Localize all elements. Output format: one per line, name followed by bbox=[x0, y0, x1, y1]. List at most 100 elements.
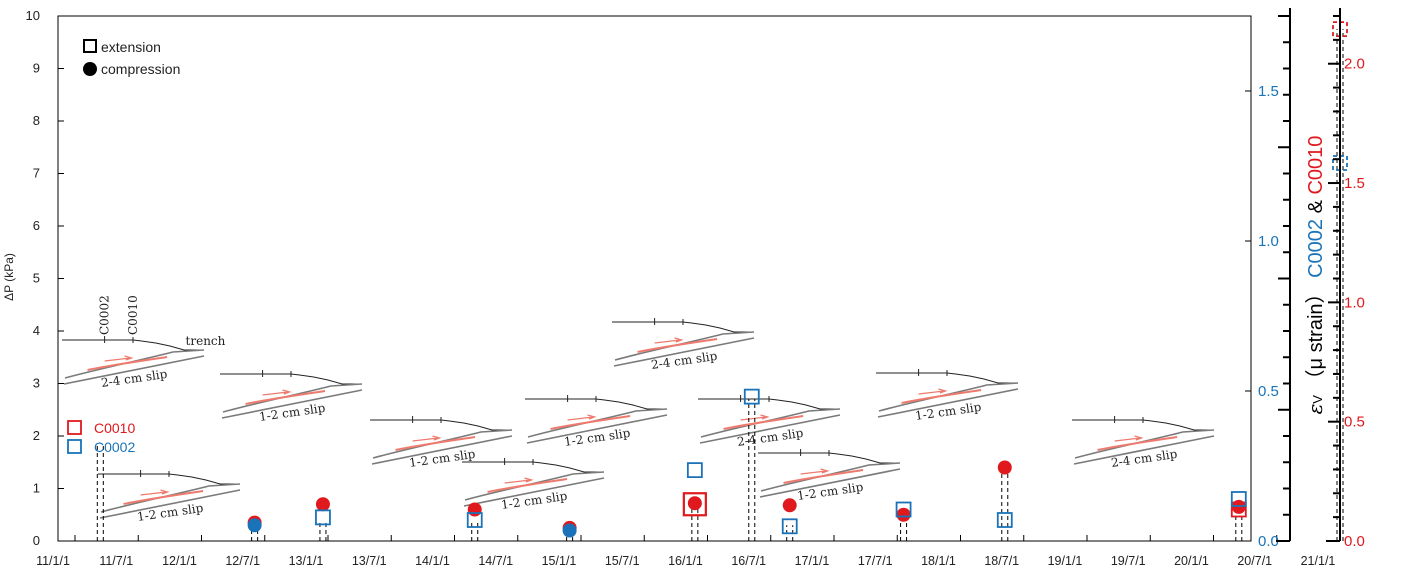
c0010-axis-tick-label: 0.5 bbox=[1344, 414, 1365, 431]
y-tick-label: 8 bbox=[33, 113, 40, 128]
compression-marker bbox=[782, 498, 797, 513]
c0002-axis-tick-label: 1.0 bbox=[1258, 233, 1279, 250]
plate-boundary-lower bbox=[699, 414, 841, 444]
slip-inset: 2-4 cm slip bbox=[612, 318, 755, 372]
station-label: C0002 bbox=[98, 295, 112, 335]
extension-marker bbox=[1230, 491, 1247, 507]
strain-axis-label: εV （μ strain） C0002 & C0010 bbox=[1303, 136, 1327, 415]
slip-arrow bbox=[654, 337, 684, 344]
slip-inset: 2-4 cm slip bbox=[698, 395, 841, 449]
slip-arrow bbox=[140, 489, 170, 496]
extension-marker bbox=[315, 509, 331, 526]
compression-marker bbox=[687, 496, 702, 511]
slip-patch bbox=[723, 415, 804, 430]
event-4 bbox=[562, 520, 577, 541]
trench-label: trench bbox=[186, 334, 226, 348]
slip-patch bbox=[487, 478, 568, 493]
event-6 bbox=[743, 388, 760, 541]
plate-boundary-lower bbox=[1073, 435, 1215, 465]
event-markers bbox=[96, 21, 1348, 541]
plate-boundary-lower bbox=[613, 337, 755, 367]
slip-patch bbox=[123, 490, 204, 505]
plate-boundary-lower bbox=[221, 389, 363, 419]
slip-arrow bbox=[504, 477, 534, 484]
slip-inset: 1-2 cm slip bbox=[462, 458, 605, 512]
slip-arrow bbox=[262, 389, 292, 396]
y-tick-label: 0 bbox=[33, 533, 40, 548]
event-10 bbox=[1230, 491, 1247, 541]
slip-patch bbox=[395, 436, 476, 451]
extension-marker bbox=[781, 518, 798, 535]
y-tick-label: 5 bbox=[33, 271, 40, 286]
plot-frame bbox=[57, 15, 1252, 542]
slip-patch bbox=[550, 415, 631, 430]
extension-marker bbox=[895, 501, 912, 518]
x-tick-label: 18/7/1 bbox=[984, 554, 1019, 568]
x-tick-label: 12/1/1 bbox=[162, 554, 197, 568]
extension-marker bbox=[686, 462, 703, 479]
slip-inset: 2-4 cm slip bbox=[1072, 416, 1215, 470]
compression-marker bbox=[315, 497, 330, 512]
y-tick-label: 3 bbox=[33, 376, 40, 391]
x-tick-label: 13/7/1 bbox=[352, 554, 387, 568]
c0010-legend-swatch bbox=[67, 420, 82, 435]
x-tick-label: 21/1/1 bbox=[1301, 554, 1336, 568]
x-tick-label: 16/7/1 bbox=[731, 554, 766, 568]
slip-inset: 1-2 cm slip bbox=[98, 470, 241, 524]
y-tick-label: 9 bbox=[33, 61, 40, 76]
y-tick-label: 7 bbox=[33, 166, 40, 181]
c0002-axis-tick-label: 0.0 bbox=[1258, 533, 1279, 550]
extension-marker bbox=[743, 388, 760, 405]
c0002-axis-tick-label: 1.5 bbox=[1258, 83, 1279, 100]
event-1 bbox=[247, 515, 262, 541]
event-7 bbox=[781, 498, 798, 541]
c0010-axis-tick-label: 1.0 bbox=[1344, 294, 1365, 311]
slip-patch bbox=[783, 469, 864, 484]
event-0 bbox=[96, 443, 104, 541]
slip-patch bbox=[87, 356, 168, 371]
slip-patch bbox=[637, 338, 718, 353]
plate-boundary-lower bbox=[877, 388, 1019, 418]
y-tick-label: 4 bbox=[33, 323, 40, 338]
x-tick-label: 14/1/1 bbox=[415, 554, 450, 568]
c0010-legend-label: C0010 bbox=[94, 420, 135, 436]
plate-boundary-lower bbox=[371, 435, 513, 465]
extension-marker bbox=[466, 512, 483, 528]
x-tick-label: 15/1/1 bbox=[542, 554, 577, 568]
x-tick-label: 14/7/1 bbox=[478, 554, 513, 568]
x-tick-label: 17/1/1 bbox=[795, 554, 830, 568]
plot-area-border bbox=[57, 15, 1252, 542]
event-9 bbox=[996, 460, 1013, 541]
y-tick-label: 6 bbox=[33, 218, 40, 233]
slip-arrow bbox=[1114, 435, 1144, 442]
slip-insets: 2-4 cm slip C0002 C0010 trench 1-2 cm slip 1-… bbox=[62, 295, 1215, 524]
slip-arrow bbox=[104, 355, 134, 362]
x-tick-label: 11/7/1 bbox=[99, 554, 133, 568]
compression-marker bbox=[562, 523, 577, 538]
event-3 bbox=[466, 502, 483, 541]
slip-patch bbox=[901, 389, 982, 404]
slip-inset: 1-2 cm slip bbox=[525, 395, 668, 449]
x-tick-label: 20/7/1 bbox=[1237, 554, 1272, 568]
extension-legend-swatch bbox=[83, 39, 97, 53]
y-tick-label: 10 bbox=[26, 8, 40, 23]
x-tick-label: 19/7/1 bbox=[1111, 554, 1146, 568]
x-tick-label: 11/1/1 bbox=[36, 554, 70, 568]
slip-inset: 1-2 cm slip bbox=[758, 449, 901, 503]
station-label: C0010 bbox=[126, 295, 140, 335]
slip-arrow bbox=[740, 414, 770, 421]
y-tick-label: 1 bbox=[33, 481, 40, 496]
c0010-axis-tick-label: 1.5 bbox=[1344, 175, 1365, 192]
plate-boundary-lower bbox=[526, 414, 668, 444]
x-tick-label: 20/1/1 bbox=[1174, 554, 1209, 568]
c0002-legend-label: C0002 bbox=[94, 439, 135, 455]
slip-arrow bbox=[918, 388, 948, 395]
c0010-axis-tick-label: 0.0 bbox=[1344, 533, 1365, 550]
slip-inset: 1-2 cm slip bbox=[220, 370, 363, 424]
x-tick-label: 16/1/1 bbox=[668, 554, 703, 568]
x-tick-label: 15/7/1 bbox=[605, 554, 640, 568]
y-tick-label: 2 bbox=[33, 428, 40, 443]
compression-marker bbox=[997, 460, 1012, 475]
x-tick-label: 18/1/1 bbox=[921, 554, 956, 568]
